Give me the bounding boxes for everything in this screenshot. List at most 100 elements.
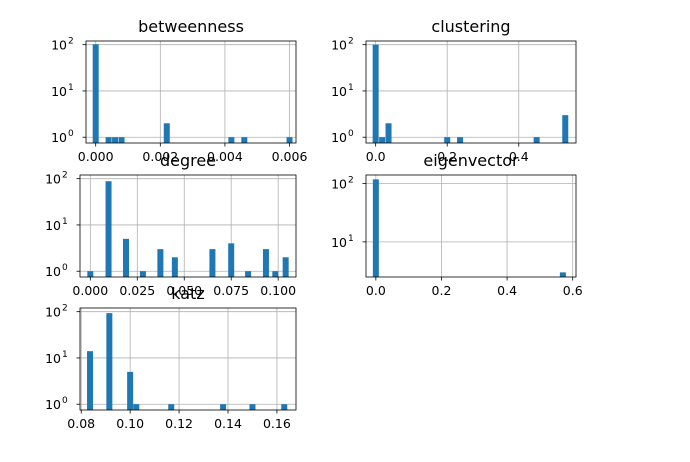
y-tick-exponent: 0 xyxy=(68,129,74,139)
histogram-bar xyxy=(457,137,464,143)
histogram-bar xyxy=(372,179,379,277)
y-tick-exponent: 1 xyxy=(348,83,354,93)
y-tick-exponent: 2 xyxy=(348,37,354,47)
histogram-bar xyxy=(286,137,293,143)
y-tick-label: 10 xyxy=(51,130,67,145)
histogram-bar xyxy=(171,257,178,277)
histogram-bar xyxy=(139,271,146,277)
x-tick-label: 0.16 xyxy=(263,416,291,431)
histogram-bar xyxy=(262,249,269,277)
y-tick-exponent: 1 xyxy=(62,217,68,227)
histogram-bar xyxy=(281,404,288,410)
histogram-bar xyxy=(105,181,112,277)
axes-frame xyxy=(365,174,577,278)
histogram-bar xyxy=(118,137,125,143)
y-tick-exponent: 1 xyxy=(348,234,354,244)
x-tick-label: 0.025 xyxy=(119,283,155,298)
y-tick-exponent: 2 xyxy=(68,37,74,47)
x-tick-label: 0.6 xyxy=(563,283,583,298)
y-tick-label: 10 xyxy=(331,235,347,250)
histogram-bar xyxy=(559,272,566,277)
x-tick-label: 0.4 xyxy=(497,283,517,298)
y-tick-exponent: 2 xyxy=(62,304,68,314)
histogram-bar xyxy=(282,257,289,277)
histogram-bar xyxy=(372,44,379,143)
y-tick-exponent: 2 xyxy=(348,176,354,186)
axes-frame xyxy=(365,40,577,144)
axes-frame xyxy=(79,174,297,278)
histogram-bar xyxy=(272,271,279,277)
histogram-bar xyxy=(220,404,227,410)
histogram-bar xyxy=(163,123,170,143)
subplot-title: katz xyxy=(171,284,204,303)
x-tick-label: 0.10 xyxy=(116,416,144,431)
histogram-bar xyxy=(87,271,94,277)
y-tick-label: 10 xyxy=(51,84,67,99)
y-tick-exponent: 0 xyxy=(348,129,354,139)
x-tick-label: 0.0 xyxy=(366,149,386,164)
histogram-bar xyxy=(228,137,235,143)
y-tick-label: 10 xyxy=(331,177,347,192)
histogram-bar xyxy=(385,123,392,143)
x-tick-label: 0.0 xyxy=(366,283,386,298)
histogram-bar xyxy=(123,238,130,277)
histogram-bar xyxy=(157,249,164,277)
x-tick-label: 0.050 xyxy=(166,283,202,298)
x-tick-label: 0.006 xyxy=(272,149,308,164)
axes-frame xyxy=(79,307,297,411)
subplot-title: eigenvector xyxy=(423,151,519,170)
histogram-bar xyxy=(562,115,569,143)
histogram-bar xyxy=(92,44,99,143)
x-tick-label: 0.000 xyxy=(72,283,108,298)
axes-frame xyxy=(85,40,297,144)
y-tick-label: 10 xyxy=(45,218,61,233)
histogram-bar xyxy=(87,351,94,410)
subplot-title: betweenness xyxy=(138,17,244,36)
y-tick-label: 10 xyxy=(45,351,61,366)
x-tick-label: 0.2 xyxy=(437,149,457,164)
y-tick-label: 10 xyxy=(331,38,347,53)
x-tick-label: 0.2 xyxy=(432,283,452,298)
subplot-title: degree xyxy=(160,151,216,170)
x-tick-label: 0.075 xyxy=(213,283,249,298)
x-tick-label: 0.002 xyxy=(142,149,178,164)
y-tick-label: 10 xyxy=(45,172,61,187)
x-tick-label: 0.004 xyxy=(207,149,243,164)
y-tick-exponent: 0 xyxy=(62,263,68,273)
y-tick-label: 10 xyxy=(45,264,61,279)
y-tick-exponent: 1 xyxy=(62,350,68,360)
x-tick-label: 0.000 xyxy=(78,149,114,164)
y-tick-label: 10 xyxy=(51,38,67,53)
histogram-bar xyxy=(127,371,134,410)
y-tick-label: 10 xyxy=(45,305,61,320)
histogram-bar xyxy=(105,137,112,143)
histogram-bar xyxy=(168,404,175,410)
histogram-bar xyxy=(241,137,248,143)
histogram-bar xyxy=(228,243,235,277)
histogram-bar xyxy=(444,137,451,143)
y-tick-exponent: 2 xyxy=(62,171,68,181)
histogram-bar xyxy=(245,271,252,277)
y-tick-exponent: 0 xyxy=(62,396,68,406)
y-tick-label: 10 xyxy=(331,130,347,145)
y-tick-label: 10 xyxy=(331,84,347,99)
x-tick-label: 0.100 xyxy=(260,283,296,298)
histogram-bar xyxy=(106,313,113,410)
histogram-bar xyxy=(379,137,386,143)
subplot-title: clustering xyxy=(431,17,510,36)
x-tick-label: 0.14 xyxy=(214,416,242,431)
x-tick-label: 0.4 xyxy=(509,149,529,164)
histogram-bar xyxy=(133,404,140,410)
histogram-bar xyxy=(209,249,216,277)
histogram-bar xyxy=(533,137,540,143)
histogram-bar xyxy=(249,404,256,410)
y-tick-label: 10 xyxy=(45,397,61,412)
y-tick-exponent: 1 xyxy=(68,83,74,93)
x-tick-label: 0.12 xyxy=(165,416,193,431)
x-tick-label: 0.08 xyxy=(67,416,95,431)
